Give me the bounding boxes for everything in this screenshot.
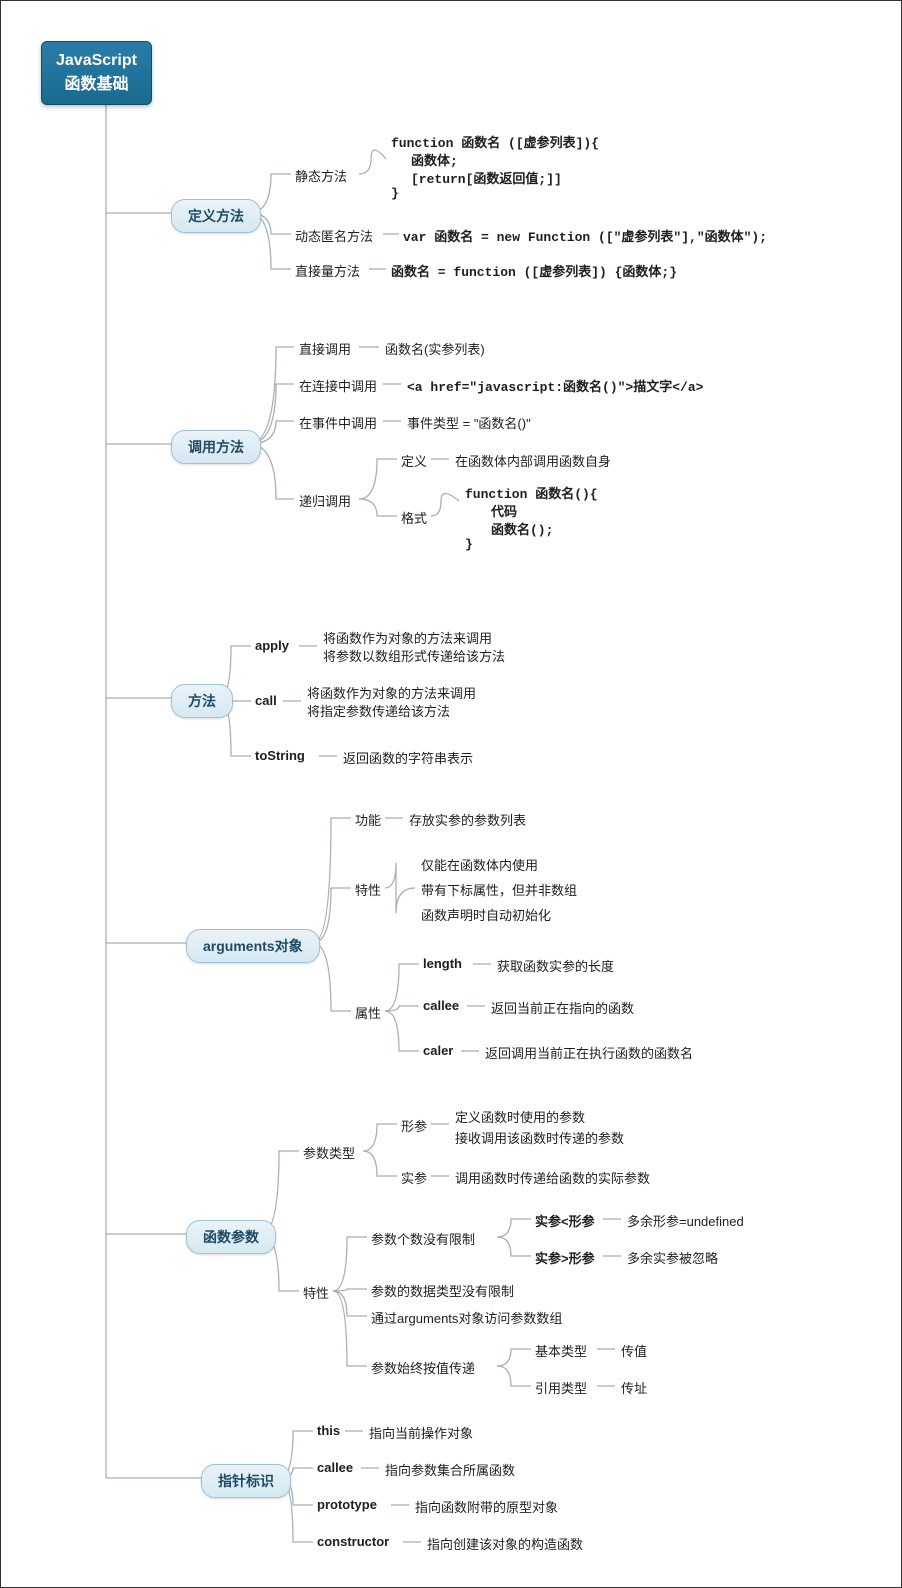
sub-direct: 直接调用 [299,339,351,358]
args-callee: callee [423,998,459,1013]
static-l3: [return[函数返回值;]] [411,168,562,187]
recur-fmt: 格式 [401,508,427,527]
param-basic: 基本类型 [535,1341,587,1360]
literal-l1: 函数名 = function ([虚参列表]) {函数体;} [391,261,677,280]
dynamic-l1: var 函数名 = new Function (["虚参列表"],"函数体"); [403,226,767,245]
param-type: 参数类型 [303,1143,355,1162]
param-gt: 实参>形参 [535,1248,595,1267]
sub-tostr: toString [255,748,305,763]
sub-event: 在事件中调用 [299,413,377,432]
param-actual-c: 调用函数时传递给函数的实际参数 [455,1168,650,1187]
ptr-ctor: constructor [317,1534,389,1549]
recur-def-c: 在函数体内部调用函数自身 [455,451,611,470]
root-line1: JavaScript [56,52,137,70]
param-lt: 实参<形参 [535,1211,595,1230]
args-length: length [423,956,462,971]
param-formal: 形参 [401,1116,427,1135]
node-label: 定义方法 [188,208,244,224]
recur-fmt-l2: 代码 [491,501,517,520]
event-c: 事件类型 = "函数名()" [407,413,531,432]
param-notype: 参数的数据类型没有限制 [371,1281,514,1300]
args-caler-c: 返回调用当前正在执行函数的函数名 [485,1043,693,1062]
param-feat: 特性 [303,1283,329,1302]
link-c: <a href="javascript:函数名()">描文字</a> [407,376,703,395]
direct-c: 函数名(实参列表) [385,339,485,358]
node-definition: 定义方法 [171,199,261,233]
args-feat-l1: 仅能在函数体内使用 [421,855,538,874]
tostr-c: 返回函数的字符串表示 [343,748,473,767]
args-feat: 特性 [355,880,381,899]
args-caler: caler [423,1043,453,1058]
apply-l2: 将参数以数组形式传递给该方法 [323,646,505,665]
ptr-proto-c: 指向函数附带的原型对象 [415,1497,558,1516]
args-func-c: 存放实参的参数列表 [409,810,526,829]
recur-def: 定义 [401,451,427,470]
param-basic-c: 传值 [621,1341,647,1360]
param-ref: 引用类型 [535,1378,587,1397]
sub-static: 静态方法 [295,166,347,185]
ptr-proto: prototype [317,1497,377,1512]
args-length-c: 获取函数实参的长度 [497,956,614,975]
param-formal-l1: 定义函数时使用的参数 [455,1107,585,1126]
ptr-this: this [317,1423,340,1438]
node-label: arguments对象 [203,938,303,954]
ptr-callee: callee [317,1460,353,1475]
sub-link: 在连接中调用 [299,376,377,395]
call-l1: 将函数作为对象的方法来调用 [307,683,476,702]
node-methods: 方法 [171,684,233,718]
args-feat-l3: 函数声明时自动初始化 [421,905,551,924]
static-l4: } [391,186,399,201]
recur-fmt-l1: function 函数名(){ [465,483,598,502]
node-label: 指针标识 [218,1473,274,1489]
param-lt-c: 多余形参=undefined [627,1211,744,1230]
call-l2: 将指定参数传递给该方法 [307,701,450,720]
param-gt-c: 多余实参被忽略 [627,1248,718,1267]
param-ref-c: 传址 [621,1378,647,1397]
static-l2: 函数体; [411,150,458,169]
node-arguments: arguments对象 [186,929,320,963]
ptr-this-c: 指向当前操作对象 [369,1423,473,1442]
sub-apply: apply [255,638,289,653]
sub-call: call [255,693,277,708]
node-invoke: 调用方法 [171,430,261,464]
sub-recur: 递归调用 [299,491,351,510]
node-pointers: 指针标识 [201,1464,291,1498]
node-label: 函数参数 [203,1229,259,1245]
sub-literal: 直接量方法 [295,261,360,280]
param-byval: 参数始终按值传递 [371,1358,475,1377]
param-nocount: 参数个数没有限制 [371,1229,475,1248]
node-label: 方法 [188,693,216,709]
recur-fmt-l3: 函数名(); [491,519,553,538]
args-feat-l2: 带有下标属性，但并非数组 [421,880,577,899]
param-formal-l2: 接收调用该函数时传递的参数 [455,1128,624,1147]
sub-dynamic: 动态匿名方法 [295,226,373,245]
node-params: 函数参数 [186,1220,276,1254]
args-prop: 属性 [355,1003,381,1022]
ptr-callee-c: 指向参数集合所属函数 [385,1460,515,1479]
root-line2: 函数基础 [56,70,137,94]
param-actual: 实参 [401,1168,427,1187]
recur-fmt-l4: } [465,537,473,552]
mindmap-canvas: JavaScript 函数基础 定义方法 静态方法 function 函数名 (… [0,0,902,1588]
ptr-ctor-c: 指向创建该对象的构造函数 [427,1534,583,1553]
args-callee-c: 返回当前正在指向的函数 [491,998,634,1017]
root-node: JavaScript 函数基础 [41,41,152,105]
apply-l1: 将函数作为对象的方法来调用 [323,628,492,647]
static-l1: function 函数名 ([虚参列表]){ [391,132,599,151]
node-label: 调用方法 [188,439,244,455]
args-func: 功能 [355,810,381,829]
param-args: 通过arguments对象访问参数数组 [371,1308,562,1327]
